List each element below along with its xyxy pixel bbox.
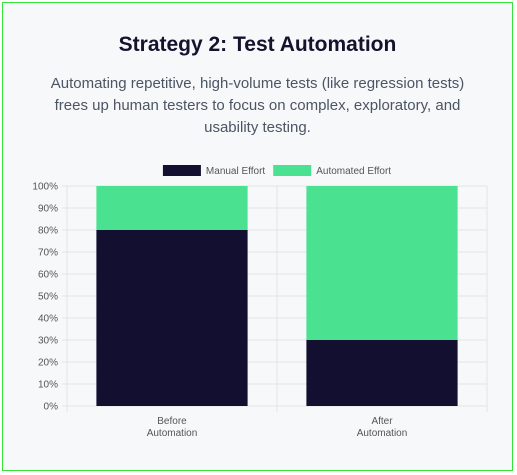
y-tick-label: 60% bbox=[38, 270, 58, 281]
legend-item-manual-effort[interactable]: Manual Effort bbox=[162, 165, 266, 177]
legend-label: Automated Effort bbox=[316, 166, 391, 177]
y-tick-label: 0% bbox=[44, 402, 59, 413]
x-tick-label: After Automation bbox=[357, 416, 408, 439]
y-tick-label: 10% bbox=[38, 380, 58, 391]
legend-item-automated-effort[interactable]: Automated Effort bbox=[273, 165, 391, 177]
legend-swatch bbox=[273, 165, 312, 176]
x-axis: Before Automation After Automation bbox=[147, 416, 408, 439]
y-tick-label: 90% bbox=[38, 204, 58, 215]
y-tick-label: 100% bbox=[32, 182, 58, 193]
bar-manual-effort[interactable] bbox=[306, 340, 458, 406]
y-tick-label: 70% bbox=[38, 248, 58, 259]
legend-label: Manual Effort bbox=[206, 166, 266, 177]
bar-manual-effort[interactable] bbox=[96, 230, 248, 406]
card-description: Automating repetitive, high-volume tests… bbox=[50, 75, 465, 136]
y-tick-label: 20% bbox=[38, 358, 58, 369]
y-tick-label: 30% bbox=[38, 336, 58, 347]
card-title: Strategy 2: Test Automation bbox=[118, 33, 397, 56]
y-tick-label: 80% bbox=[38, 226, 58, 237]
chart-bars bbox=[96, 186, 458, 406]
y-tick-label: 50% bbox=[38, 292, 58, 303]
bar-automated-effort[interactable] bbox=[306, 186, 458, 340]
legend-swatch bbox=[162, 165, 201, 176]
chart-legend: Manual Effort Automated Effort bbox=[162, 165, 391, 177]
y-axis: 0% 10% 20% 30% 40% 50% 60% 70% 80% 90% 100% bbox=[32, 182, 58, 413]
y-tick-label: 40% bbox=[38, 314, 58, 325]
bar-automated-effort[interactable] bbox=[96, 186, 248, 230]
x-tick-label: Before Automation bbox=[147, 416, 198, 439]
